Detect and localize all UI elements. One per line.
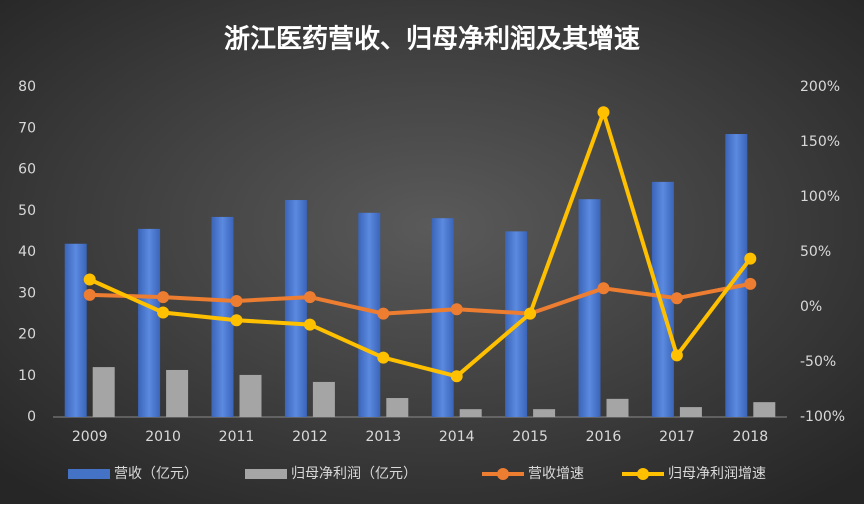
legend-swatch xyxy=(245,469,287,479)
y-tick-label: 60 xyxy=(18,162,36,178)
bar xyxy=(533,409,556,417)
y-tick-label: 10 xyxy=(18,368,36,384)
y-tick-label: 20 xyxy=(18,327,36,343)
point xyxy=(377,351,390,364)
bar xyxy=(358,212,381,417)
legend-label: 归母净利润（亿元） xyxy=(291,465,417,482)
x-tick-label: 2010 xyxy=(145,429,181,445)
legend-label: 营收增速 xyxy=(528,466,584,482)
x-tick-label: 2013 xyxy=(365,429,401,445)
point xyxy=(83,273,96,286)
y-tick-label: 80 xyxy=(18,79,36,95)
point xyxy=(230,294,243,307)
y2-tick-label: 200% xyxy=(800,79,840,95)
x-tick-label: 2015 xyxy=(512,429,548,445)
legend-label: 归母净利润增速 xyxy=(668,465,766,482)
y-tick-label: 30 xyxy=(18,285,36,301)
x-tick-label: 2018 xyxy=(732,429,768,445)
x-tick-label: 2016 xyxy=(586,429,622,445)
point xyxy=(670,349,683,362)
point xyxy=(450,370,463,383)
x-tick-label: 2009 xyxy=(72,429,108,445)
bar xyxy=(431,218,454,417)
point xyxy=(157,306,170,319)
bar xyxy=(284,200,307,417)
y2-tick-label: 0% xyxy=(800,299,822,315)
point xyxy=(230,314,243,327)
point xyxy=(303,318,316,331)
point xyxy=(157,291,170,304)
x-tick-label: 2012 xyxy=(292,429,328,445)
bar xyxy=(166,369,189,417)
point xyxy=(670,292,683,305)
bar xyxy=(312,381,335,417)
bar xyxy=(386,398,409,417)
point xyxy=(303,291,316,304)
point xyxy=(597,106,610,119)
y2-tick-label: -100% xyxy=(800,409,845,425)
line xyxy=(89,281,751,316)
point xyxy=(597,282,610,295)
bar xyxy=(64,243,87,417)
x-tick-label: 2014 xyxy=(439,429,475,445)
line xyxy=(88,110,752,379)
y-tick-label: 70 xyxy=(18,120,36,136)
x-tick-label: 2011 xyxy=(219,429,255,445)
bar xyxy=(92,367,115,417)
bar xyxy=(679,407,702,417)
chart-title: 浙江医药营收、归母净利润及其增速 xyxy=(224,24,640,55)
bar xyxy=(606,398,629,417)
y2-tick-label: 50% xyxy=(800,244,831,260)
bar xyxy=(459,409,482,417)
legend-swatch xyxy=(637,468,649,480)
bar xyxy=(578,199,601,417)
y-tick-label: 50 xyxy=(18,203,36,219)
legend-swatch xyxy=(68,469,110,479)
y2-tick-label: 100% xyxy=(800,189,840,205)
bar xyxy=(651,181,674,417)
y-tick-label: 0 xyxy=(27,409,36,425)
point xyxy=(744,252,757,265)
point xyxy=(377,307,390,320)
y2-tick-label: -50% xyxy=(800,354,836,370)
legend-swatch xyxy=(497,468,509,480)
x-tick-label: 2017 xyxy=(659,429,695,445)
point xyxy=(524,307,537,320)
y-tick-label: 40 xyxy=(18,244,36,260)
bar xyxy=(138,228,161,417)
bar xyxy=(239,374,262,417)
legend-label: 营收（亿元） xyxy=(114,466,198,482)
point xyxy=(83,288,96,301)
point xyxy=(744,277,757,290)
point xyxy=(450,303,463,316)
bar xyxy=(753,402,776,417)
y2-tick-label: 150% xyxy=(800,134,840,150)
